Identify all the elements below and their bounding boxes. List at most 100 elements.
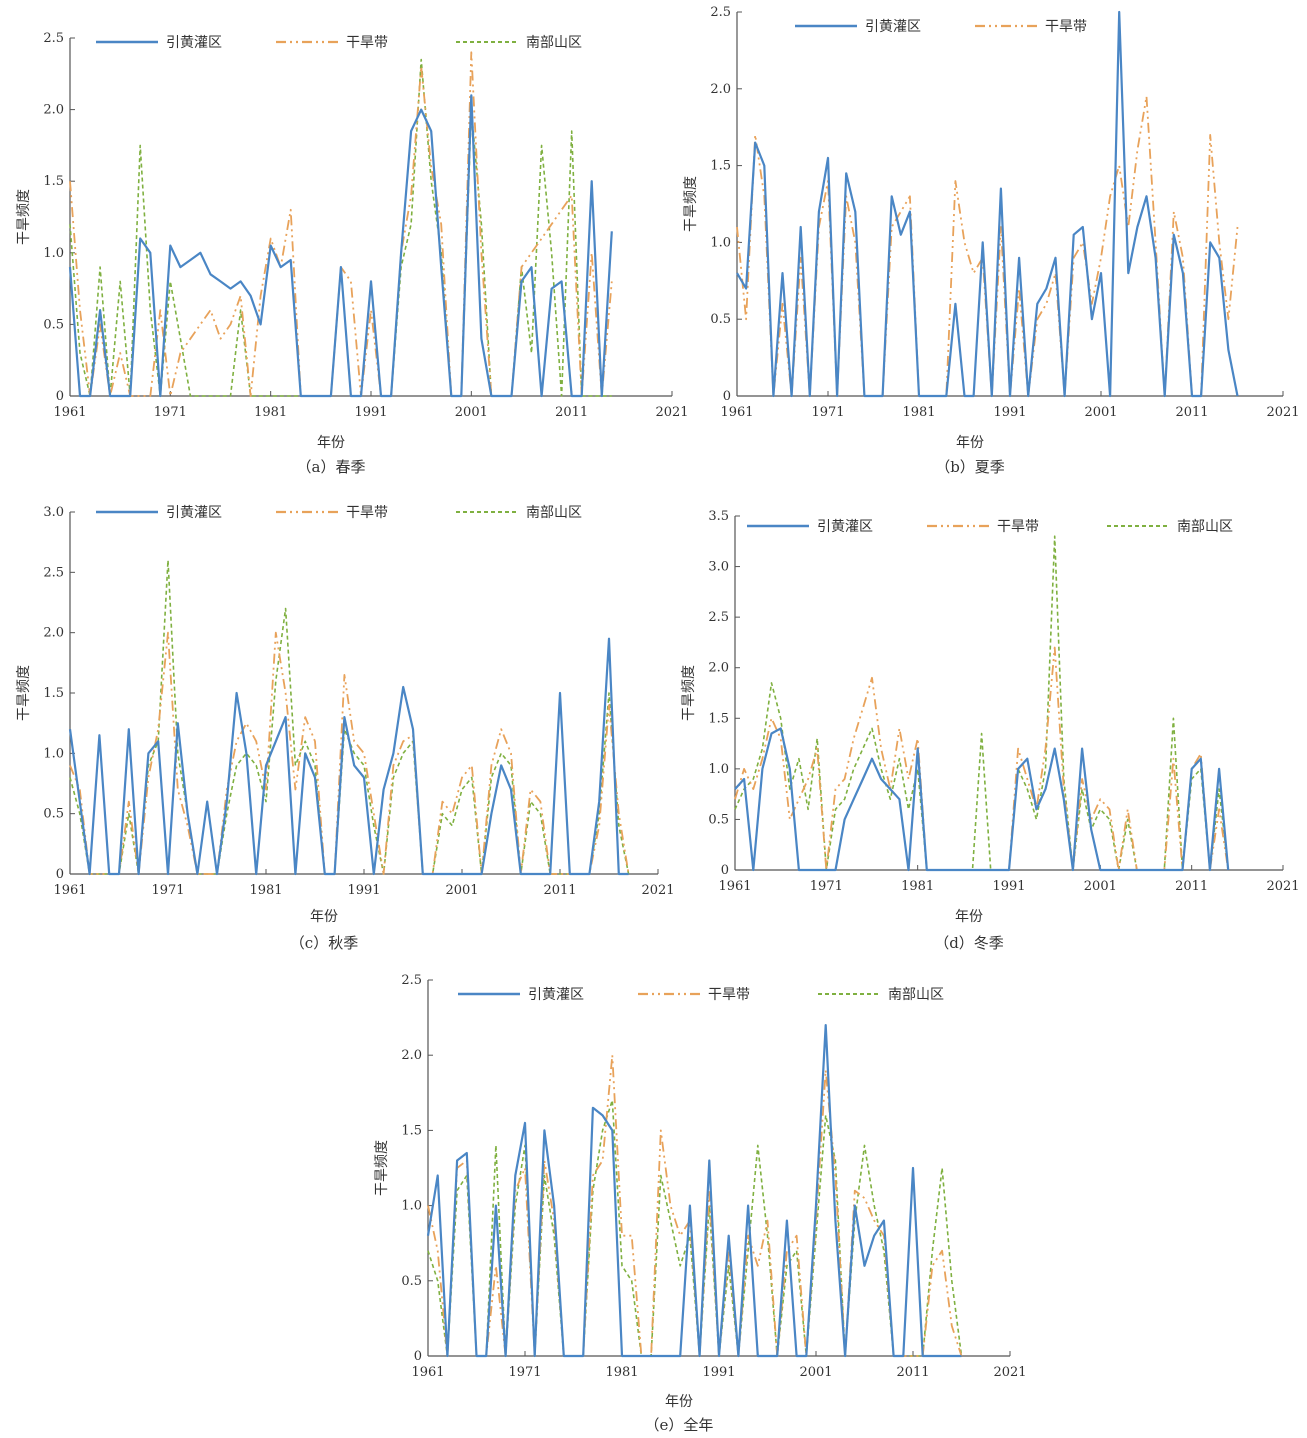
x-tick-label: 1971 [151, 883, 184, 898]
chart-svg-annual: 1961 1971 1981 1991 2001 2011 2021 0 0.5 1.0 1.5 2.… [374, 973, 1027, 1434]
y-tick-label: 0 [721, 863, 729, 878]
legend-label-1: 引黄灌区 [528, 986, 584, 1003]
legend-label-1: 引黄灌区 [166, 504, 222, 521]
legend-label-2: 干旱带 [1045, 19, 1087, 35]
y-tick-label: 2.0 [710, 82, 731, 97]
y-tick-label: 0.5 [401, 1274, 422, 1289]
y-axis-title: 干旱频度 [16, 665, 32, 721]
panel-caption: （e）全年 [645, 1416, 714, 1434]
x-tick-label: 1981 [902, 405, 935, 420]
y-tick-label: 0.5 [710, 312, 731, 327]
y-tick-label: 2.5 [401, 973, 422, 988]
y-axis-title: 干旱频度 [374, 1140, 390, 1196]
y-tick-label: 0.5 [708, 812, 729, 827]
chart-panel-summer: 1961 1971 1981 1991 2001 2011 2021 0 0.5 1.0 1.5 2.… [655, 0, 1307, 480]
chart-svg-summer: 1961 1971 1981 1991 2001 2011 2021 0 0.5 1.0 1.5 2.… [683, 5, 1300, 476]
x-tick-label: 1991 [702, 1365, 735, 1380]
y-tick-label: 2.5 [43, 31, 64, 46]
y-tick-label: 0.5 [43, 807, 64, 822]
chart-svg-spring: 1961 1971 1981 1991 2001 2011 2021 0 0.5 1.0 1.5 2.… [16, 31, 689, 476]
y-tick-label: 0 [414, 1349, 422, 1364]
x-tick-label: 1961 [411, 1365, 444, 1380]
legend-label-2: 干旱带 [346, 505, 388, 521]
y-tick-label: 2.0 [43, 103, 64, 118]
x-tick-label: 1991 [993, 405, 1026, 420]
y-tick-label: 0 [56, 389, 64, 404]
series-line-3 [69, 58, 612, 397]
series-line-1 [68, 94, 613, 398]
legend-label-3: 南部山区 [526, 505, 582, 521]
y-tick-label: 2.5 [710, 5, 731, 20]
y-tick-label: 2.5 [43, 565, 64, 580]
x-tick-label: 1961 [53, 405, 86, 420]
legend-label-1: 引黄灌区 [865, 18, 921, 35]
x-tick-label: 2011 [543, 883, 576, 898]
series-line-3 [734, 535, 1229, 871]
series-line-1 [68, 637, 629, 876]
y-tick-label: 0.5 [43, 317, 64, 332]
x-tick-label: 1981 [605, 1365, 638, 1380]
x-tick-label: 2011 [896, 1365, 929, 1380]
legend-label-2: 干旱带 [708, 987, 750, 1003]
x-tick-label: 2021 [1266, 879, 1299, 894]
y-tick-label: 2.0 [708, 661, 729, 676]
y-tick-label: 1.5 [43, 174, 64, 189]
chart-svg-winter: 1961 1971 1981 1991 2001 2011 2021 0 0.5 1.0 1.5 2.… [681, 509, 1300, 952]
x-tick-label: 1961 [718, 879, 751, 894]
x-tick-label: 1961 [53, 883, 86, 898]
series-line-2 [69, 631, 630, 875]
x-tick-label: 2011 [1175, 405, 1208, 420]
panel-caption: （a）春季 [297, 458, 366, 476]
legend-label-1: 引黄灌区 [817, 518, 873, 535]
panel-caption: （b）夏季 [935, 458, 1005, 476]
x-tick-label: 2011 [555, 405, 588, 420]
x-tick-label: 1991 [347, 883, 380, 898]
y-tick-label: 1.5 [708, 711, 729, 726]
x-tick-label: 1981 [901, 879, 934, 894]
x-tick-label: 2021 [641, 883, 674, 898]
y-tick-label: 3.5 [708, 509, 729, 524]
x-tick-label: 1961 [720, 405, 753, 420]
x-tick-label: 1981 [254, 405, 287, 420]
x-tick-label: 2001 [445, 883, 478, 898]
chart-panel-spring: 1961 1971 1981 1991 2001 2011 2021 0 0.5 1.0 1.5 2.… [0, 0, 689, 480]
y-tick-label: 1.0 [43, 246, 64, 261]
y-tick-label: 0 [723, 389, 731, 404]
x-tick-label: 2021 [993, 1365, 1026, 1380]
y-tick-label: 1.0 [710, 235, 731, 250]
series-line-1 [734, 727, 1230, 872]
legend-label-3: 南部山区 [888, 987, 944, 1003]
x-axis-title: 年份 [317, 435, 345, 451]
y-axis-title: 干旱频度 [16, 189, 32, 245]
x-tick-label: 1971 [810, 879, 843, 894]
y-tick-label: 1.5 [710, 159, 731, 174]
x-axis-title: 年份 [955, 909, 983, 925]
y-tick-label: 1.0 [708, 762, 729, 777]
x-tick-label: 2011 [1175, 879, 1208, 894]
legend-label-2: 干旱带 [997, 519, 1039, 535]
legend-label-1: 引黄灌区 [166, 34, 222, 51]
y-tick-label: 3.0 [43, 505, 64, 520]
panel-caption: （c）秋季 [290, 934, 358, 952]
y-tick-label: 1.5 [401, 1123, 422, 1138]
y-tick-label: 1.5 [43, 686, 64, 701]
x-tick-label: 1971 [811, 405, 844, 420]
x-axis-title: 年份 [956, 435, 984, 451]
x-tick-label: 1991 [992, 879, 1025, 894]
x-tick-label: 2001 [455, 405, 488, 420]
series-line-1 [736, 10, 1239, 398]
chart-panel-annual: 1961 1971 1981 1991 2001 2011 2021 0 0.5 1.0 1.5 2.… [350, 960, 1030, 1438]
series-line-1 [426, 1023, 962, 1358]
y-tick-label: 1.0 [43, 746, 64, 761]
legend-label-3: 南部山区 [526, 35, 582, 51]
y-tick-label: 3.0 [708, 560, 729, 575]
x-tick-label: 1971 [154, 405, 187, 420]
y-tick-label: 2.5 [708, 610, 729, 625]
y-tick-label: 1.0 [401, 1199, 422, 1214]
x-tick-label: 2001 [1084, 879, 1117, 894]
legend-label-2: 干旱带 [346, 35, 388, 51]
x-tick-label: 2021 [655, 405, 688, 420]
x-axis-title: 年份 [310, 909, 338, 925]
x-tick-label: 1981 [249, 883, 282, 898]
series-line-3 [69, 559, 630, 875]
